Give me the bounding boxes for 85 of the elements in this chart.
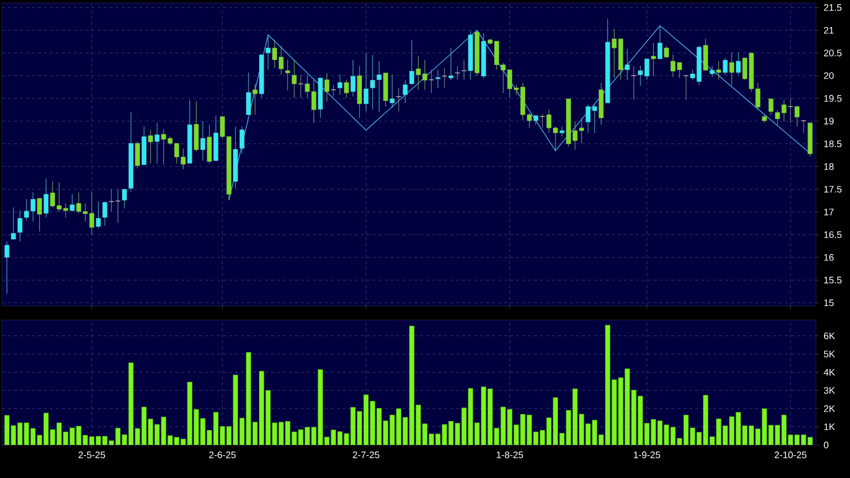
candlestick bbox=[108, 188, 114, 212]
candlestick bbox=[350, 59, 356, 97]
candlestick bbox=[794, 105, 800, 127]
x-tick-label: 1-9-25 bbox=[634, 452, 660, 458]
candlestick bbox=[266, 34, 271, 70]
candlestick bbox=[96, 201, 101, 229]
candlestick bbox=[324, 72, 330, 102]
candlestick bbox=[454, 66, 460, 80]
candlestick bbox=[710, 66, 715, 78]
y-tick-label: 6K bbox=[824, 332, 835, 340]
candlestick bbox=[736, 52, 741, 76]
candlestick bbox=[683, 75, 689, 100]
x-tick-label: 2-5-25 bbox=[78, 452, 106, 458]
candlestick bbox=[658, 26, 662, 60]
y-tick-label: 21.5 bbox=[824, 4, 842, 11]
y-tick-label: 20.5 bbox=[824, 50, 842, 56]
y-tick-label: 5K bbox=[824, 350, 835, 358]
candlestick bbox=[246, 72, 251, 116]
candlestick bbox=[390, 74, 395, 108]
candlestick bbox=[630, 66, 637, 100]
y-tick-label: 17.5 bbox=[824, 186, 842, 193]
y-tick-label: 19 bbox=[824, 118, 834, 124]
candlestick bbox=[148, 129, 153, 164]
candlestick bbox=[729, 52, 734, 86]
candlestick bbox=[540, 114, 546, 128]
candlestick bbox=[716, 60, 722, 80]
candlestick bbox=[252, 84, 258, 116]
candlestick bbox=[800, 120, 806, 134]
candlestick bbox=[448, 48, 454, 80]
candlestick bbox=[650, 42, 656, 76]
candlestick bbox=[428, 69, 434, 94]
candlestick bbox=[344, 79, 349, 98]
x-tick-label: 1-8-25 bbox=[496, 452, 524, 458]
candlestick bbox=[298, 74, 304, 98]
candlestick bbox=[338, 74, 342, 96]
candlestick bbox=[768, 98, 774, 116]
candlestick bbox=[442, 68, 448, 88]
x-tick-label: 2-10-25 bbox=[774, 452, 806, 458]
candlestick bbox=[70, 194, 75, 212]
x-tick-label: 2-7-25 bbox=[352, 452, 380, 458]
candlestick bbox=[533, 114, 538, 126]
candlestick bbox=[200, 121, 206, 161]
candlestick bbox=[11, 207, 16, 240]
y-tick-label: 15.5 bbox=[824, 276, 842, 284]
candlestick bbox=[364, 52, 368, 112]
candlestick bbox=[409, 39, 414, 86]
candlestick bbox=[722, 58, 728, 76]
y-tick-label: 0 bbox=[824, 442, 828, 448]
y-tick-label: 3K bbox=[824, 387, 835, 394]
candlestick bbox=[788, 98, 794, 124]
y-tick-label: 4K bbox=[824, 368, 835, 376]
candlestick bbox=[376, 60, 382, 112]
y-tick-label: 21 bbox=[824, 26, 834, 34]
candlestick bbox=[285, 59, 290, 91]
y-tick-label: 18 bbox=[824, 163, 834, 170]
y-tick-label: 16 bbox=[824, 254, 834, 261]
candlestick bbox=[370, 54, 376, 110]
candlestick bbox=[624, 48, 630, 81]
y-tick-label: 20 bbox=[824, 72, 834, 80]
candlestick bbox=[396, 88, 402, 112]
candlestick bbox=[44, 178, 48, 218]
candlestick bbox=[122, 188, 127, 209]
candlestick bbox=[115, 188, 121, 224]
candlestick bbox=[154, 122, 160, 164]
candlestick bbox=[102, 201, 108, 226]
candlestick bbox=[435, 69, 440, 88]
candlestick bbox=[18, 210, 22, 242]
y-tick-label: 17 bbox=[824, 208, 834, 216]
y-tick-label: 1K bbox=[824, 424, 835, 430]
y-tick-label: 16.5 bbox=[824, 231, 842, 238]
candlestick bbox=[560, 126, 564, 137]
candlestick bbox=[330, 84, 336, 97]
candlestick bbox=[402, 79, 408, 104]
candlestick bbox=[37, 198, 42, 232]
candlestick bbox=[4, 241, 10, 294]
y-tick-label: 15 bbox=[824, 300, 834, 306]
y-tick-label: 2K bbox=[824, 405, 835, 412]
candlestick bbox=[240, 126, 244, 154]
x-tick-label: 2-6-25 bbox=[209, 452, 236, 458]
candlestick bbox=[461, 59, 467, 80]
y-tick-label: 18.5 bbox=[824, 140, 842, 148]
candlestick bbox=[664, 46, 669, 58]
candlestick bbox=[135, 141, 140, 169]
y-tick-label: 19.5 bbox=[824, 95, 842, 102]
candlestick bbox=[292, 59, 297, 98]
